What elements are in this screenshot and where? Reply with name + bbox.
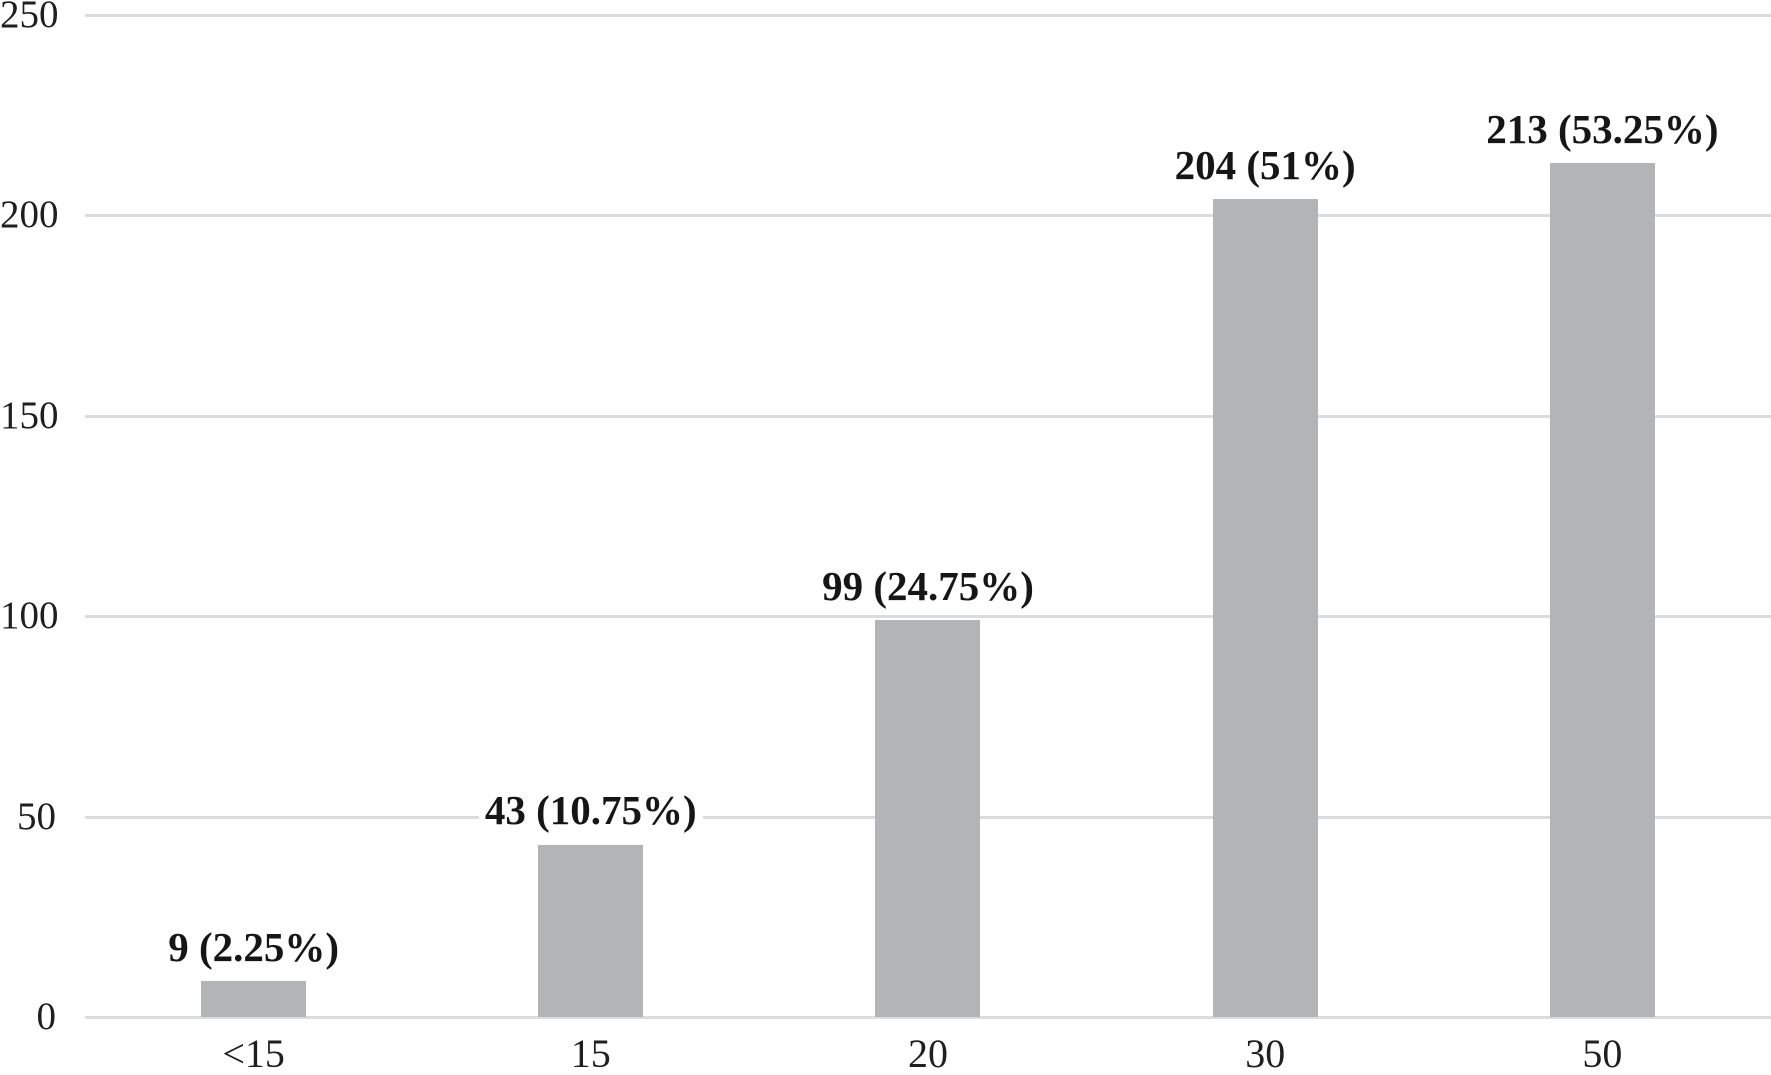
gridline xyxy=(85,14,1771,17)
bar-slot: 99 (24.75%) xyxy=(759,0,1096,1017)
x-axis-tick-label: <15 xyxy=(222,1031,285,1075)
bar-value-label: 99 (24.75%) xyxy=(816,564,1040,608)
bar xyxy=(538,844,644,1017)
gridline xyxy=(85,615,1771,619)
y-axis-tick-label: 250 xyxy=(0,0,59,36)
y-axis-tick-label: 200 xyxy=(0,193,59,237)
gridline xyxy=(85,414,1771,418)
bar-value-label: 43 (10.75%) xyxy=(478,788,703,833)
bar xyxy=(201,980,307,1017)
x-axis-tick-label: 15 xyxy=(570,1031,611,1075)
y-axis-tick-label: 150 xyxy=(0,393,59,437)
y-axis-tick-label: 100 xyxy=(0,594,59,638)
bar-slot: 213 (53.25%) xyxy=(1434,0,1771,1017)
x-axis-tick-label: 30 xyxy=(1245,1031,1286,1075)
bar xyxy=(875,620,981,1017)
x-axis-tick-label: 20 xyxy=(907,1031,948,1075)
bar-slot: 204 (51%) xyxy=(1097,0,1434,1017)
x-axis-line xyxy=(85,1016,1771,1019)
bar-slot: 43 (10.75%) xyxy=(422,0,759,1017)
y-axis-tick-label: 0 xyxy=(36,995,57,1038)
gridline xyxy=(85,214,1771,218)
y-axis-tick-label: 50 xyxy=(17,794,56,838)
bar-value-label: 213 (53.25%) xyxy=(1480,107,1725,151)
bar xyxy=(1549,163,1655,1017)
bar-value-label: 204 (51%) xyxy=(1168,143,1362,187)
x-axis-tick-label: 50 xyxy=(1582,1031,1623,1075)
bar-slot: 9 (2.25%) xyxy=(85,0,422,1017)
bar-value-label: 9 (2.25%) xyxy=(162,924,345,969)
bar xyxy=(1212,199,1318,1017)
